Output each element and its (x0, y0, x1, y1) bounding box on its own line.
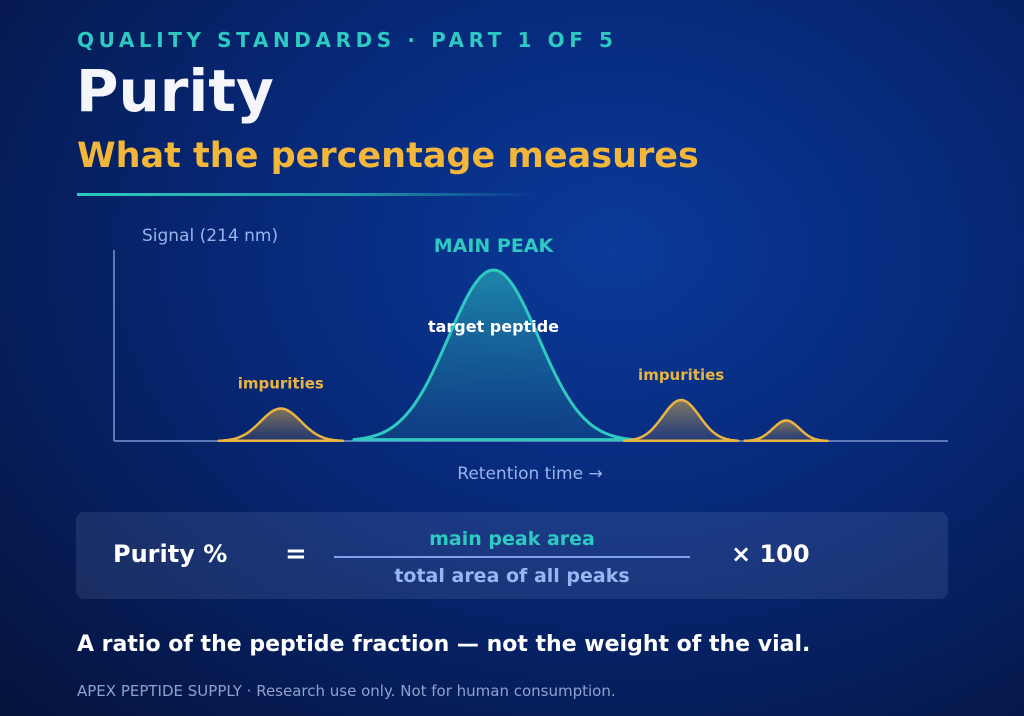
page-subtitle: What the percentage measures (77, 136, 699, 176)
impurity-label-0: impurities (238, 375, 324, 393)
section-eyebrow: QUALITY STANDARDS · PART 1 OF 5 (77, 28, 618, 52)
page-title: Purity (76, 57, 274, 125)
fraction-bar (334, 556, 690, 558)
footer-disclaimer: APEX PEPTIDE SUPPLY · Research use only.… (77, 682, 616, 700)
main-peak-sublabel: target peptide (428, 317, 559, 336)
impurity-peak-3 (743, 419, 829, 443)
title-divider (77, 193, 537, 196)
y-axis-label: Signal (214 nm) (142, 226, 278, 246)
impurity-peak-2 (622, 398, 740, 442)
impurity-peak-0 (217, 407, 345, 442)
formula-label: Purity % (113, 540, 228, 568)
main-peak (352, 268, 635, 442)
tagline: A ratio of the peptide fraction — not th… (77, 632, 811, 657)
x-axis-label: Retention time → (457, 464, 602, 484)
main-peak-label: MAIN PEAK (434, 235, 555, 257)
formula-denominator: total area of all peaks (394, 565, 630, 587)
formula-multiplier: × 100 (731, 540, 810, 568)
impurity-label-2: impurities (638, 366, 724, 384)
formula-equals: = (285, 539, 307, 569)
purity-formula-panel: Purity % = main peak area total area of … (76, 512, 948, 599)
formula-numerator: main peak area (429, 528, 595, 550)
